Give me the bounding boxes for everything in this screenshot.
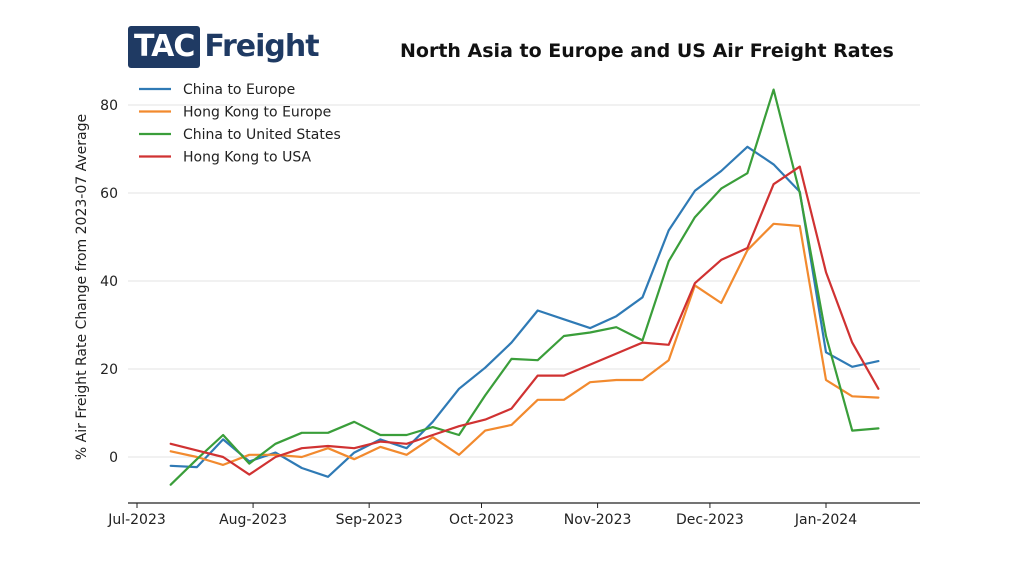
x-tick-label: Jul-2023 bbox=[107, 512, 166, 528]
logo-tac: TAC bbox=[128, 26, 201, 68]
x-tick-label: Aug-2023 bbox=[219, 512, 287, 528]
tac-freight-logo: TAC Freight bbox=[128, 26, 320, 68]
grid-lines bbox=[128, 104, 920, 458]
y-axis-ticks: 0 20 40 60 80 bbox=[100, 98, 118, 466]
y-tick-label: 40 bbox=[100, 274, 118, 290]
y-axis-label: % Air Freight Rate Change from 2023-07 A… bbox=[74, 114, 90, 460]
y-tick-label: 20 bbox=[100, 362, 118, 378]
series-line-0 bbox=[169, 145, 880, 478]
series-line-1 bbox=[169, 222, 880, 466]
series-line-3 bbox=[169, 165, 880, 476]
x-tick-label: Oct-2023 bbox=[449, 512, 514, 528]
chart-title: North Asia to Europe and US Air Freight … bbox=[400, 40, 894, 62]
legend-label: China to United States bbox=[183, 127, 341, 143]
series-line-2 bbox=[169, 88, 880, 486]
series-lines bbox=[169, 88, 880, 486]
legend-label: Hong Kong to USA bbox=[183, 150, 311, 166]
x-tick-label: Nov-2023 bbox=[564, 512, 632, 528]
y-tick-label: 60 bbox=[100, 186, 118, 202]
x-tick-label: Sep-2023 bbox=[336, 512, 403, 528]
legend-label: Hong Kong to Europe bbox=[183, 105, 331, 121]
y-tick-label: 0 bbox=[109, 450, 118, 466]
legend-label: China to Europe bbox=[183, 82, 295, 98]
x-tick-label: Jan-2024 bbox=[794, 512, 857, 528]
logo-freight: Freight bbox=[204, 29, 319, 64]
x-axis: Jul-2023 Aug-2023 Sep-2023 Oct-2023 Nov-2023… bbox=[107, 502, 920, 528]
legend: China to Europe Hong Kong to Europe China … bbox=[139, 82, 341, 166]
y-tick-label: 80 bbox=[100, 98, 118, 114]
x-tick-label: Dec-2023 bbox=[676, 512, 744, 528]
